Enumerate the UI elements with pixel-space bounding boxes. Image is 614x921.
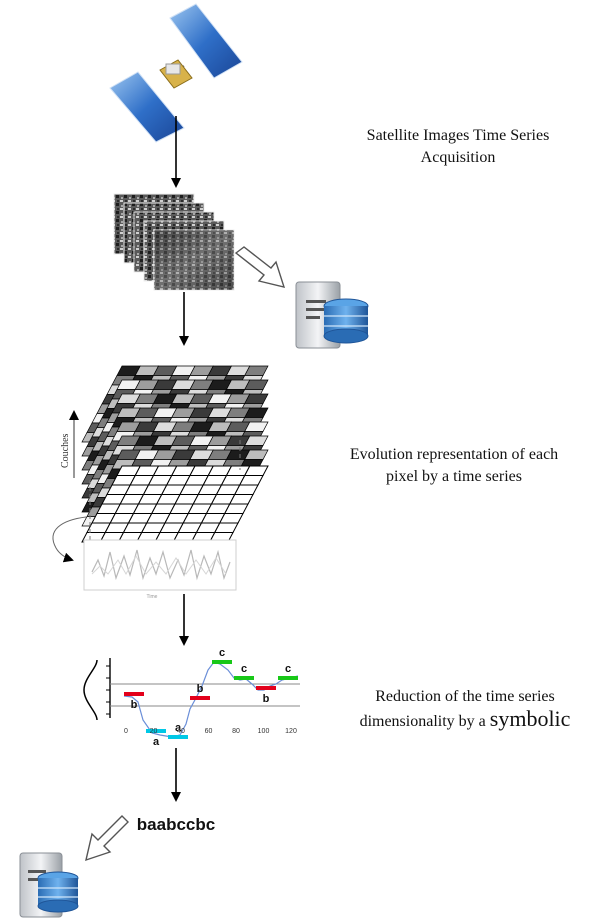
x-tick-label: 120 bbox=[285, 728, 297, 735]
caption-evolution-line2: pixel by a time series bbox=[298, 466, 610, 488]
mini-chart-xlabel: Time bbox=[147, 594, 158, 600]
caption-evolution: Evolution representation of each pixel b… bbox=[298, 444, 610, 488]
x-tick-label: 40 bbox=[177, 728, 185, 735]
x-tick-label: 80 bbox=[232, 728, 240, 735]
x-tick-label: 0 bbox=[124, 728, 128, 735]
x-tick-label: 20 bbox=[150, 728, 158, 735]
caption-acquisition-line1: Satellite Images Time Series bbox=[316, 125, 600, 147]
x-tick-label: 100 bbox=[258, 728, 270, 735]
caption-reduction: Reduction of the time series dimensional… bbox=[316, 686, 614, 733]
caption-reduction-line1: Reduction of the time series bbox=[316, 686, 614, 708]
image-stack-icon bbox=[114, 194, 234, 290]
symbolic-string: baabccbc bbox=[137, 815, 215, 834]
gaussian-curve bbox=[84, 660, 97, 720]
caption-reduction-line2: dimensionality by a bbox=[360, 713, 490, 730]
symbol-letter: b bbox=[263, 693, 270, 705]
couches-label: Couches bbox=[60, 433, 71, 468]
symbol-letter: c bbox=[219, 647, 225, 659]
curve-arrow-icon bbox=[53, 517, 86, 560]
store-arrow-icon bbox=[236, 247, 284, 287]
symbolic-chart: baabccbc 0 20 40 60 80 100 120 bbox=[84, 647, 300, 748]
symbol-letter: c bbox=[285, 663, 291, 675]
caption-evolution-line1: Evolution representation of each bbox=[298, 444, 610, 466]
mini-time-series-chart: Time bbox=[84, 540, 236, 600]
symbol-letter: b bbox=[197, 683, 204, 695]
time-series-line bbox=[124, 662, 298, 737]
store-arrow-icon-2 bbox=[86, 816, 128, 860]
couches-axis: Couches bbox=[60, 412, 74, 478]
caption-reduction-emphasis: symbolic bbox=[490, 706, 571, 731]
x-tick-label: 60 bbox=[205, 728, 213, 735]
caption-acquisition: Satellite Images Time Series Acquisition bbox=[316, 125, 600, 169]
symbol-letter: a bbox=[153, 736, 160, 748]
symbol-letter: c bbox=[241, 663, 247, 675]
symbol-letter: b bbox=[131, 699, 138, 711]
database-server-icon bbox=[296, 282, 368, 348]
caption-acquisition-line2: Acquisition bbox=[316, 147, 600, 169]
database-server-icon-2 bbox=[20, 853, 78, 917]
